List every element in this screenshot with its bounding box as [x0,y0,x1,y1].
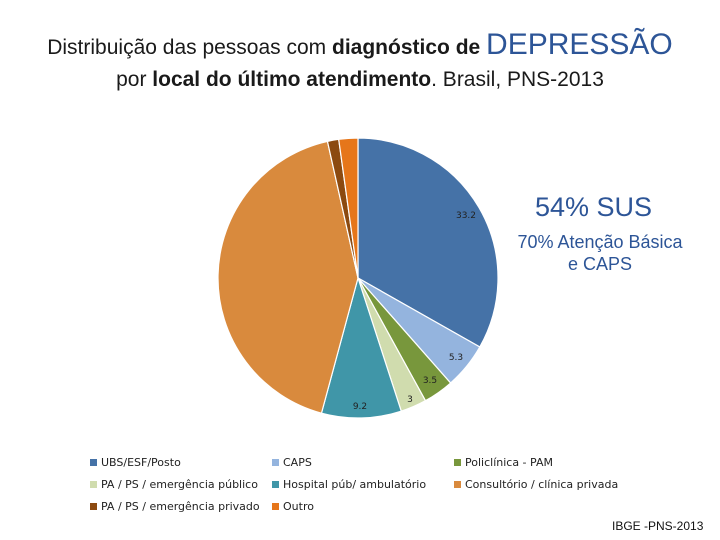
legend-item-policlinica: Policlínica - PAM [454,456,553,469]
legend-item-pa_publico: PA / PS / emergência público [90,478,258,491]
legend-label: PA / PS / emergência privado [101,500,260,513]
pie-slice-consultorio [217,140,359,414]
legend-swatch [272,481,279,488]
legend-swatch [454,459,461,466]
legend-item-pa_privado: PA / PS / emergência privado [90,500,260,513]
pie-slice-hospital [320,275,403,419]
legend-label: Outro [283,500,314,513]
legend-label: Policlínica - PAM [465,456,553,469]
title-highlight: DEPRESSÃO [486,28,673,61]
legend-item-hospital: Hospital púb/ ambulatório [272,478,426,491]
data-label-ubs: 33.2 [456,211,476,221]
legend-swatch [90,481,97,488]
data-label-hospital: 9.2 [353,402,367,412]
legend-label: UBS/ESF/Posto [101,456,181,469]
pie-slice-outro [338,137,359,279]
legend-label: Hospital púb/ ambulatório [283,478,427,491]
legend-swatch [90,459,97,466]
sus-annotation: 54% SUS [535,192,653,222]
legend-label: CAPS [283,456,312,469]
aps-annotation-line1: 70% Atenção Básica [517,232,683,252]
legend-item-caps: CAPS [272,456,312,469]
legend-item-ubs: UBS/ESF/Posto [90,456,181,469]
data-label-policlinica: 3.5 [423,376,437,386]
source-note: IBGE -PNS-2013 [612,519,704,533]
chart-title-line1: Distribuição das pessoas com diagnóstico… [47,28,673,61]
legend-swatch [272,503,279,510]
legend-swatch [272,459,279,466]
data-label-caps: 5.3 [449,353,463,363]
data-label-pa_publico: 3 [407,395,413,405]
legend-swatch [90,503,97,510]
legend-item-outro: Outro [272,500,314,513]
legend-item-consultorio: Consultório / clínica privada [454,478,618,491]
legend-label: PA / PS / emergência público [101,478,258,491]
legend-label: Consultório / clínica privada [465,478,619,491]
legend-swatch [454,481,461,488]
pie-slice-ubs [357,137,499,348]
aps-annotation-line2: e CAPS [567,254,633,274]
chart-title-line2: por local do último atendimento. Brasil,… [116,68,604,91]
aps-annotation: 70% Atenção Básica e CAPS [500,231,700,275]
